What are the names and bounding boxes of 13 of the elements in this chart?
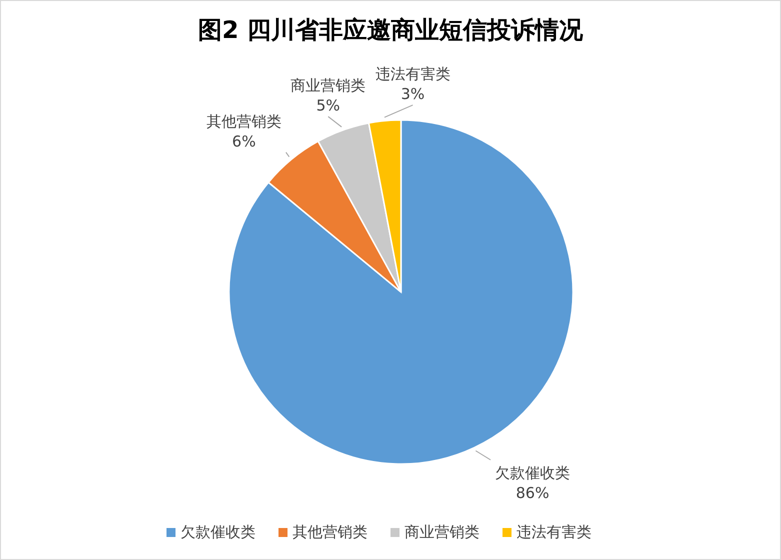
- data-label: 86%: [516, 484, 550, 502]
- chart-title: 图2 四川省非应邀商业短信投诉情况: [198, 16, 584, 44]
- legend-label: 商业营销类: [404, 523, 480, 541]
- slice-label: 欠款催收类: [495, 464, 570, 482]
- data-label: 3%: [400, 85, 425, 104]
- slice-label: 违法有害类: [375, 65, 450, 84]
- slice-label: 商业营销类: [290, 76, 366, 95]
- legend-label: 其他营销类: [292, 523, 368, 541]
- legend-label: 欠款催收类: [180, 523, 256, 541]
- data-label: 5%: [316, 96, 340, 115]
- slice-label: 其他营销类: [206, 112, 282, 130]
- legend-label: 违法有害类: [516, 523, 592, 541]
- data-label: 6%: [232, 132, 256, 150]
